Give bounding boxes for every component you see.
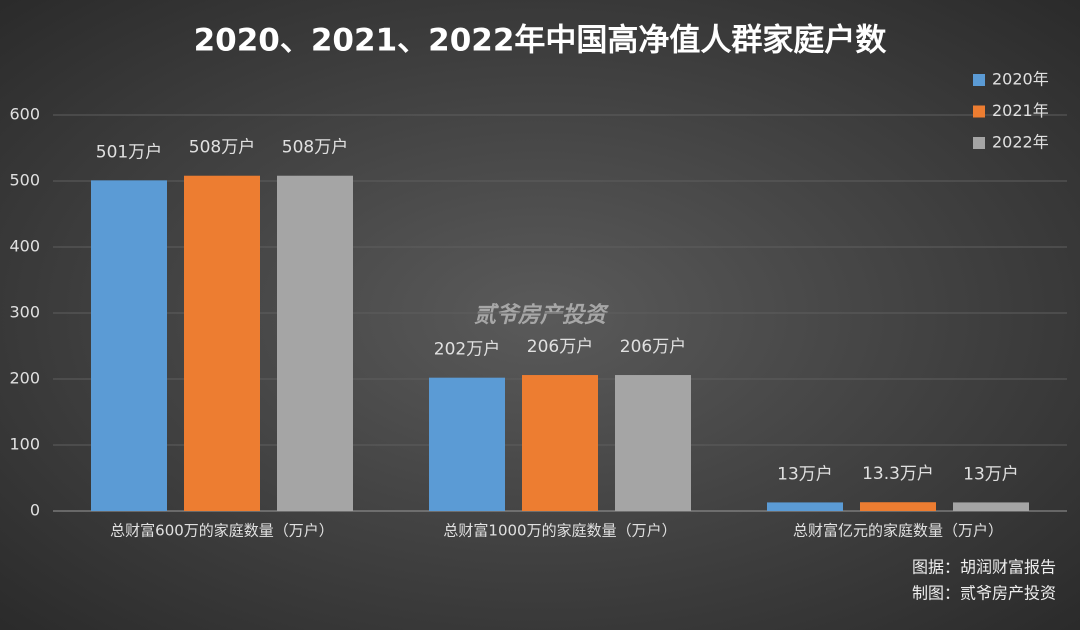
value-label: 508万户	[189, 138, 255, 158]
legend-swatch	[973, 74, 985, 86]
value-label: 501万户	[96, 142, 162, 162]
x-tick-label: 总财富600万的家庭数量（万户）	[110, 522, 334, 540]
legend-label: 2022年	[992, 133, 1049, 152]
y-tick-label: 500	[9, 171, 40, 190]
bar	[615, 375, 691, 511]
value-label: 13万户	[963, 464, 1019, 484]
value-label: 13.3万户	[862, 464, 934, 484]
value-label: 508万户	[282, 138, 348, 158]
bar	[767, 502, 843, 511]
watermark: 贰爷房产投资	[474, 303, 610, 328]
x-tick-label: 总财富亿元的家庭数量（万户）	[793, 522, 1003, 540]
credit-note: 制图：贰爷房产投资	[912, 584, 1056, 603]
bar	[277, 175, 353, 511]
bar	[953, 502, 1029, 511]
legend-label: 2021年	[992, 101, 1049, 120]
chart-title: 2020、2021、2022年中国高净值人群家庭户数	[194, 23, 887, 59]
y-tick-label: 0	[30, 501, 40, 520]
legend-swatch	[973, 105, 985, 118]
bar	[429, 377, 505, 511]
y-tick-label: 200	[9, 369, 40, 388]
bar	[522, 375, 598, 511]
value-label: 202万户	[434, 340, 500, 360]
value-label: 206万户	[527, 337, 593, 357]
legend-swatch	[973, 137, 985, 149]
bar	[184, 175, 260, 511]
x-tick-label: 总财富1000万的家庭数量（万户）	[443, 522, 676, 540]
y-tick-label: 300	[9, 303, 40, 322]
y-tick-label: 100	[9, 435, 40, 454]
value-label: 13万户	[777, 464, 833, 484]
legend-label: 2020年	[992, 70, 1049, 89]
source-note: 图据：胡润财富报告	[912, 558, 1056, 577]
bar	[91, 180, 167, 511]
y-tick-label: 600	[9, 105, 40, 124]
value-label: 206万户	[620, 337, 686, 357]
y-tick-label: 400	[9, 237, 40, 256]
bar	[860, 502, 936, 511]
